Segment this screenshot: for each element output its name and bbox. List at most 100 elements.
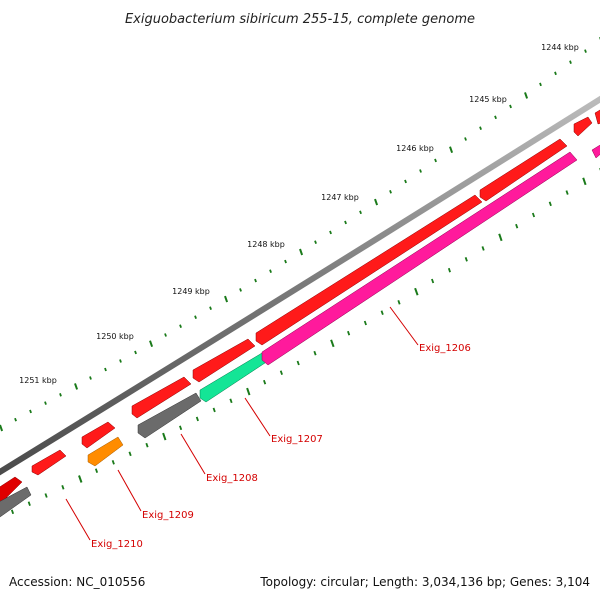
- minor-tick-mark: [134, 350, 137, 355]
- gene-labels: Exig_1206 Exig_1207 Exig_1208 Exig_1209 …: [91, 343, 471, 550]
- minor-tick-mark: [531, 212, 536, 218]
- minor-tick-mark: [419, 169, 422, 173]
- accession-text: Accession: NC_010556: [9, 575, 145, 589]
- minor-tick-mark: [479, 126, 482, 131]
- major-tick-mark: [224, 295, 229, 303]
- reverse-cds-feature-1208[interactable]: [137, 392, 202, 439]
- minor-tick-mark: [363, 320, 367, 326]
- minor-tick-mark: [313, 350, 317, 356]
- forward-cds-feature[interactable]: [131, 376, 192, 419]
- minor-tick-mark: [29, 409, 32, 414]
- minor-tick-mark: [239, 288, 242, 292]
- minor-tick-mark: [554, 71, 557, 76]
- major-tick-mark: [246, 387, 251, 396]
- reverse-cds-feature[interactable]: [591, 142, 600, 159]
- gene-label-exig-1208[interactable]: Exig_1208: [206, 473, 258, 484]
- major-tick-mark: [0, 424, 4, 432]
- minor-tick-mark: [344, 220, 347, 225]
- gene-label-exig-1209[interactable]: Exig_1209: [142, 510, 194, 521]
- tick-label-1246: 1246 kbp: [396, 144, 434, 153]
- forward-cds-feature[interactable]: [479, 138, 568, 202]
- minor-tick-mark: [179, 425, 183, 431]
- minor-tick-mark: [164, 333, 167, 337]
- major-tick-mark: [498, 233, 503, 242]
- forward-cds-feature[interactable]: [31, 449, 67, 476]
- minor-tick-mark: [481, 246, 485, 251]
- minor-tick-mark: [539, 82, 542, 87]
- major-tick-mark: [449, 146, 454, 154]
- minor-tick-mark: [128, 451, 132, 457]
- minor-tick-mark: [61, 485, 65, 490]
- forward-cds-feature[interactable]: [192, 338, 256, 383]
- minor-tick-mark: [447, 267, 451, 273]
- minor-tick-mark: [464, 257, 468, 262]
- forward-strand-features: [0, 107, 600, 503]
- gene-label-exig-1207[interactable]: Exig_1207: [271, 434, 323, 445]
- tick-label-1245: 1245 kbp: [469, 95, 507, 104]
- gene-label-exig-1206[interactable]: Exig_1206: [419, 343, 471, 354]
- label-leaders: [65, 306, 419, 541]
- forward-cds-feature[interactable]: [255, 194, 483, 346]
- minor-tick-mark: [59, 393, 62, 397]
- minor-tick-mark: [509, 104, 512, 109]
- major-tick-mark: [78, 475, 83, 483]
- minor-tick-mark: [329, 230, 332, 235]
- minor-tick-mark: [347, 330, 351, 336]
- reverse-strand-features: [0, 142, 600, 518]
- minor-tick-mark: [494, 115, 497, 120]
- minor-tick-mark: [464, 137, 467, 141]
- minor-tick-mark: [389, 189, 392, 194]
- reverse-cds-feature-1207[interactable]: [199, 352, 269, 403]
- forward-cds-feature[interactable]: [594, 107, 600, 125]
- minor-tick-mark: [296, 360, 300, 366]
- major-tick-mark: [162, 432, 167, 441]
- minor-tick-mark: [314, 240, 317, 245]
- reverse-cds-feature-1210[interactable]: [0, 486, 32, 518]
- forward-cds-feature[interactable]: [573, 116, 593, 137]
- minor-tick-mark: [263, 379, 267, 385]
- gene-label-exig-1210[interactable]: Exig_1210: [91, 539, 143, 550]
- reverse-cds-feature-1209[interactable]: [87, 436, 124, 467]
- minor-tick-mark: [254, 278, 257, 283]
- minor-tick-mark: [584, 49, 587, 53]
- minor-tick-mark: [195, 416, 199, 422]
- minor-tick-mark: [404, 179, 407, 184]
- tick-label-1250: 1250 kbp: [96, 332, 134, 341]
- forward-cds-feature[interactable]: [0, 476, 23, 503]
- minor-tick-mark: [179, 324, 182, 329]
- major-tick-mark: [149, 340, 154, 348]
- major-ticks: [0, 37, 600, 483]
- minor-tick-mark: [44, 493, 48, 498]
- genome-summary-text: Topology: circular; Length: 3,034,136 bp…: [259, 575, 590, 589]
- minor-tick-mark: [359, 210, 362, 215]
- minor-tick-mark: [104, 367, 107, 372]
- minor-tick-mark: [27, 501, 31, 506]
- minor-tick-mark: [431, 278, 435, 284]
- tick-label-1248: 1248 kbp: [247, 240, 285, 249]
- reverse-cds-feature-1206[interactable]: [261, 151, 578, 366]
- minor-tick-mark: [565, 190, 569, 195]
- major-tick-mark: [582, 177, 587, 186]
- tick-label-1249: 1249 kbp: [172, 287, 210, 296]
- minor-tick-mark: [44, 401, 47, 405]
- map-title: Exiguobacterium sibiricum 255-15, comple…: [125, 12, 475, 27]
- minor-tick-mark: [119, 359, 122, 363]
- minor-tick-mark: [284, 259, 287, 264]
- major-tick-mark: [524, 92, 529, 99]
- tick-label-1244: 1244 kbp: [541, 43, 579, 52]
- forward-cds-feature[interactable]: [81, 421, 116, 449]
- genome-backbone: [0, 95, 600, 476]
- minor-tick-mark: [212, 407, 216, 413]
- minor-tick-mark: [380, 310, 384, 315]
- minor-tick-mark: [194, 315, 197, 320]
- minor-tick-mark: [89, 376, 92, 380]
- minor-tick-mark: [279, 370, 283, 375]
- major-tick-mark: [330, 339, 335, 348]
- minor-tick-mark: [434, 158, 437, 163]
- minor-tick-mark: [94, 468, 99, 473]
- minor-tick-mark: [229, 398, 233, 404]
- minor-tick-mark: [14, 417, 17, 422]
- minor-tick-mark: [515, 223, 519, 229]
- tick-label-1247: 1247 kbp: [321, 193, 359, 202]
